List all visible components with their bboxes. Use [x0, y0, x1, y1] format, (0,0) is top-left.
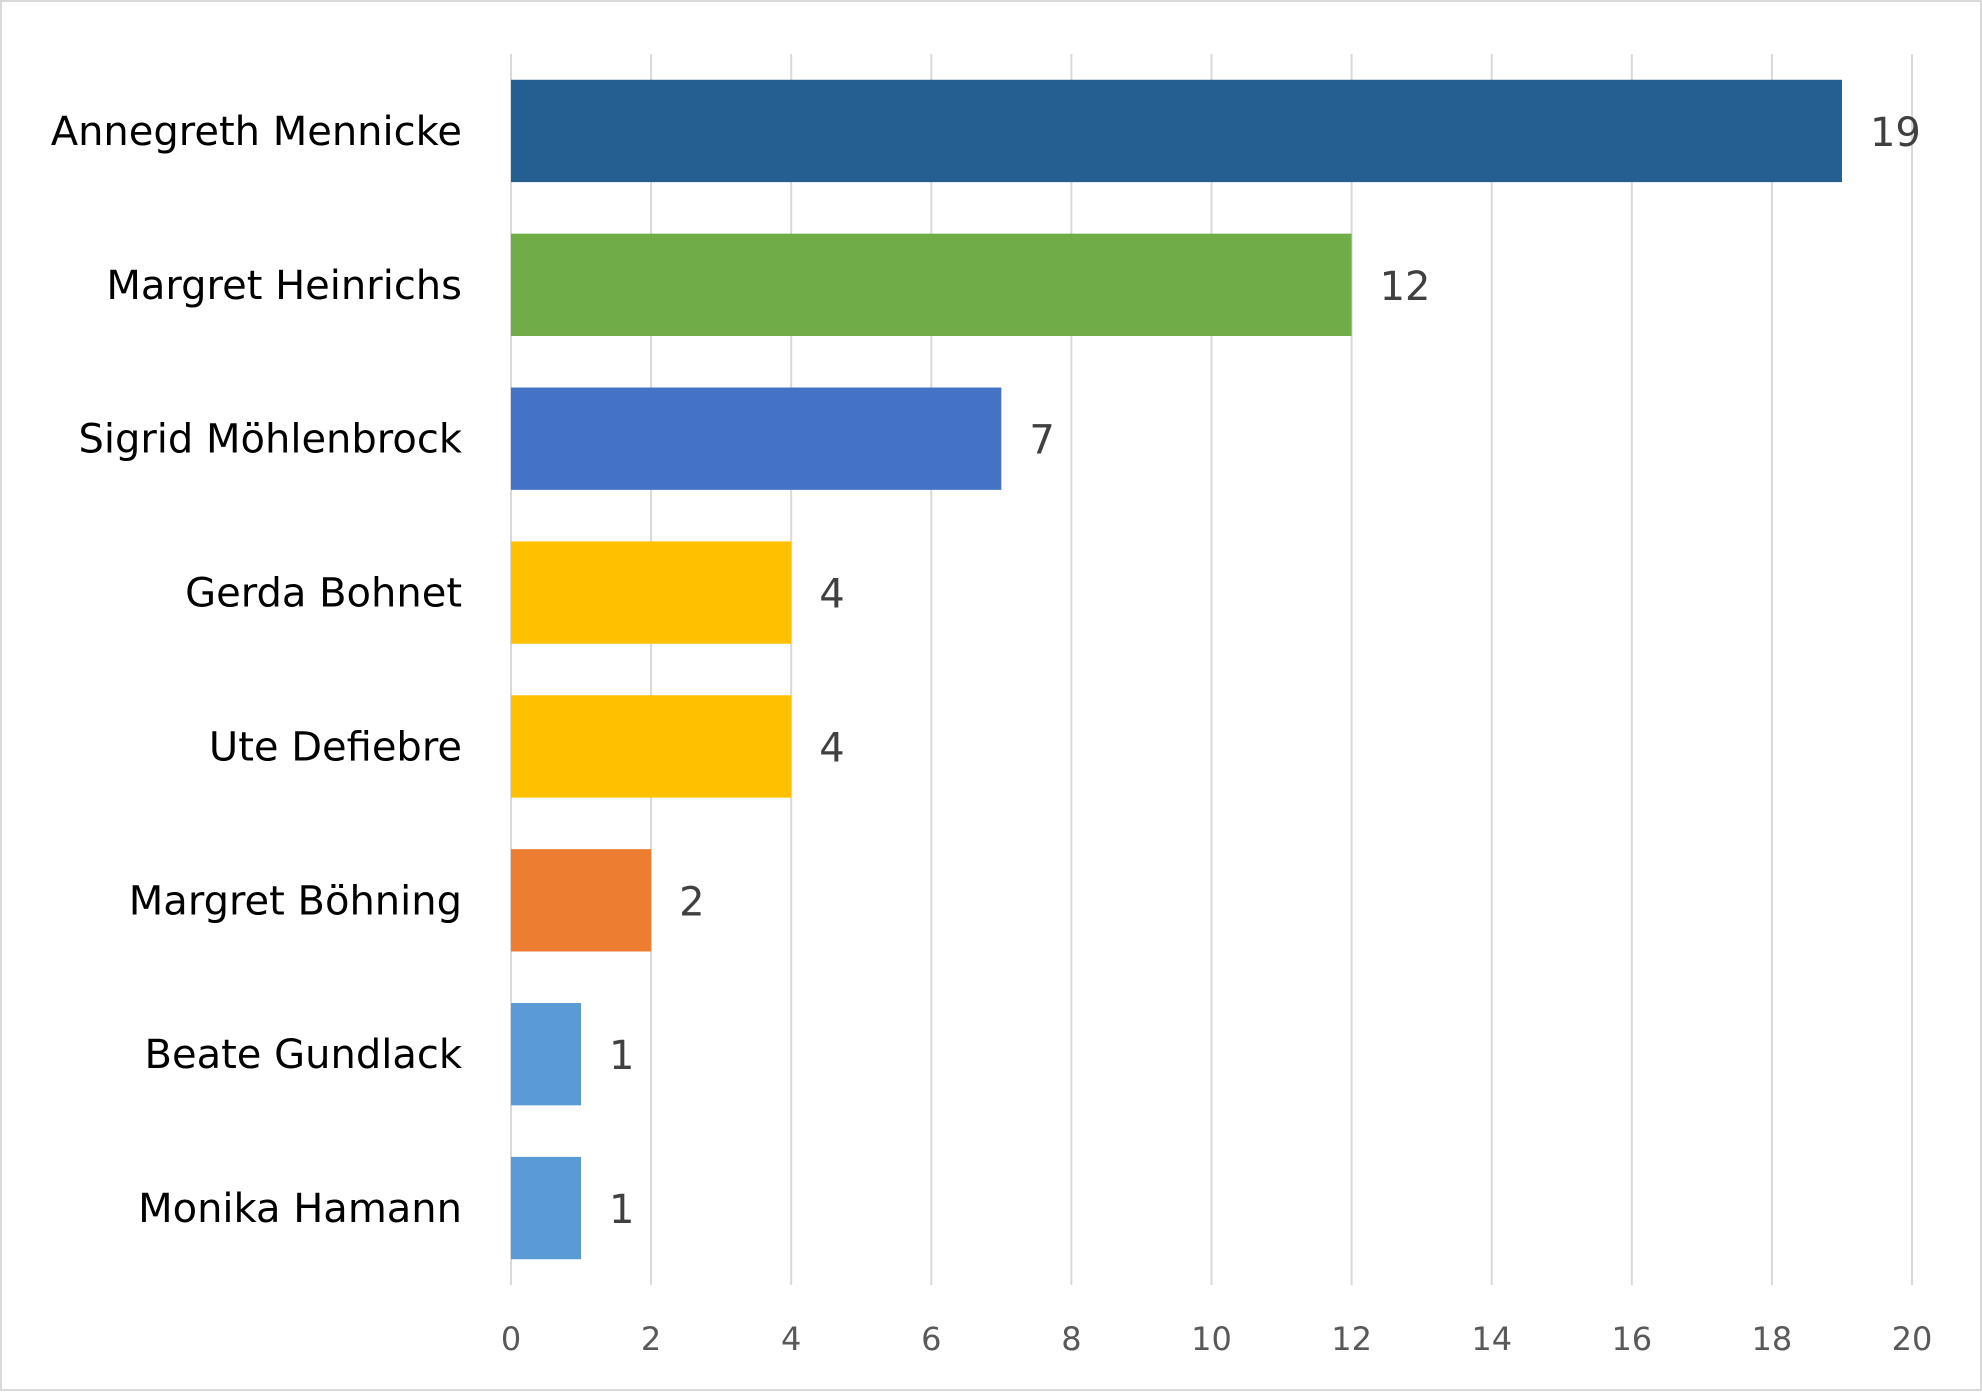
bar: [511, 695, 792, 798]
category-label: Margret Heinrichs: [106, 263, 462, 309]
bars: [511, 79, 1842, 1260]
x-tick-label: 4: [781, 1320, 801, 1358]
bar: [511, 79, 1842, 183]
x-tick-label: 16: [1611, 1320, 1652, 1358]
x-tick-label: 20: [1892, 1320, 1933, 1358]
x-tick-label: 14: [1471, 1320, 1512, 1358]
value-label: 1: [609, 1187, 634, 1233]
x-tick-label: 2: [641, 1320, 661, 1358]
bar: [511, 1003, 582, 1106]
category-label: Sigrid Möhlenbrock: [78, 417, 462, 463]
category-label: Beate Gundlack: [145, 1032, 463, 1078]
x-tick-label: 0: [501, 1320, 521, 1358]
category-label: Gerda Bohnet: [185, 571, 462, 617]
bar: [511, 233, 1352, 336]
value-label: 7: [1029, 418, 1054, 464]
value-label: 2: [679, 879, 704, 925]
category-label: Annegreth Mennicke: [51, 109, 462, 155]
bar: [511, 541, 792, 644]
bar: [511, 849, 652, 952]
category-label: Margret Böhning: [129, 878, 462, 924]
value-label: 19: [1870, 110, 1921, 156]
category-label: Monika Hamann: [138, 1186, 462, 1232]
category-label: Ute Defiebre: [209, 724, 462, 770]
value-label: 4: [819, 725, 844, 771]
x-tick-label: 18: [1752, 1320, 1793, 1358]
bar: [511, 387, 1002, 490]
x-tick-label: 10: [1191, 1320, 1232, 1358]
value-label: 1: [609, 1033, 634, 1079]
x-tick-label: 8: [1061, 1320, 1081, 1358]
value-label: 12: [1380, 264, 1431, 310]
x-tick-label: 12: [1331, 1320, 1372, 1358]
x-tick-label: 6: [921, 1320, 941, 1358]
bar: [511, 1156, 582, 1260]
value-label: 4: [819, 572, 844, 618]
